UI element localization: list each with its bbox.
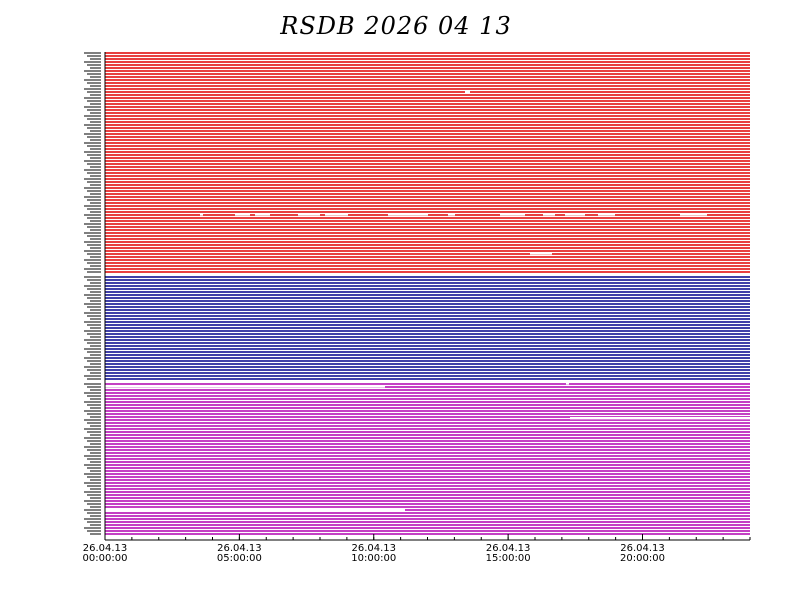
gap (530, 252, 552, 255)
gap (200, 213, 203, 216)
gap (235, 213, 250, 216)
gap (500, 213, 525, 216)
x-tick-label: 26.04.13 15:00:00 (485, 543, 531, 564)
gap (255, 213, 270, 216)
chart-title: RSDB 2026 04 13 (280, 12, 512, 40)
gap (465, 91, 470, 94)
gap (325, 213, 348, 216)
x-tick-label: 26.04.13 05:00:00 (216, 543, 262, 564)
gap (105, 509, 405, 512)
gap (105, 385, 385, 388)
x-tick-label: 26.04.13 10:00:00 (351, 543, 397, 564)
x-tick-label: 26.04.13 20:00:00 (620, 543, 665, 564)
gap (543, 213, 555, 216)
gap (448, 213, 455, 216)
gap (298, 213, 320, 216)
gap (680, 213, 707, 216)
x-tick-label: 26.04.13 00:00:00 (82, 543, 128, 564)
gap (570, 417, 750, 420)
gap (565, 213, 585, 216)
gap (598, 213, 615, 216)
gap (566, 382, 569, 385)
gap (388, 213, 428, 216)
